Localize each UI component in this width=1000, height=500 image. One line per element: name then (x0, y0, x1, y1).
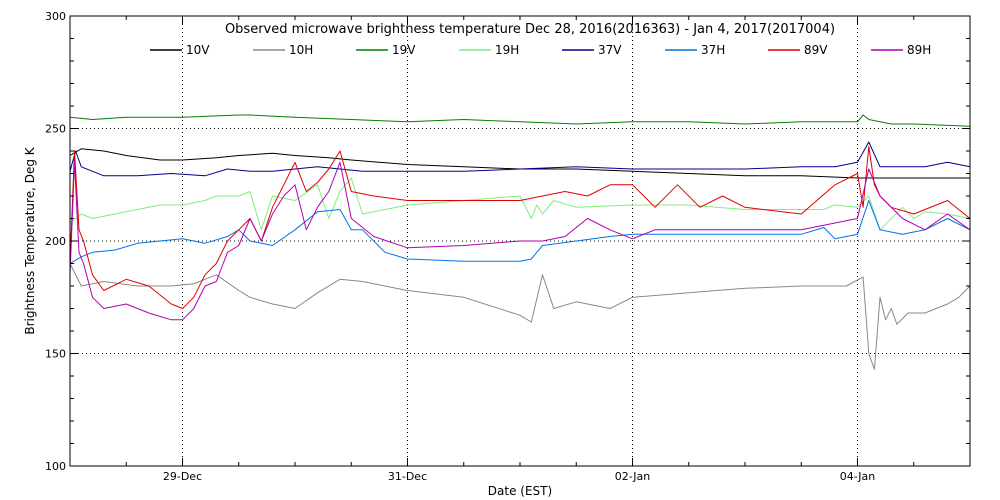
x-axis-title: Date (EST) (488, 484, 552, 498)
series-lines (69, 114, 971, 370)
y-tick-label: 300 (45, 10, 66, 23)
series-line-10h (69, 263, 971, 370)
legend-label-10h: 10H (289, 43, 313, 57)
y-tick-label: 150 (45, 348, 66, 361)
legend-label-37v: 37V (598, 43, 622, 57)
y-tick-label: 200 (45, 235, 66, 248)
legend-label-10v: 10V (186, 43, 210, 57)
legend: 10V 10H 19V 19H 37V 37H 89V 89H (150, 43, 931, 57)
axis-ticks (70, 15, 970, 467)
series-line-37h (69, 200, 971, 264)
legend-label-19h: 19H (495, 43, 519, 57)
grid-lines (70, 16, 970, 466)
series-line-10v (69, 148, 970, 179)
x-tick-label: 04-Jan (840, 470, 876, 483)
series-line-19v (69, 114, 971, 127)
series-line-37v (69, 141, 971, 177)
series-line-89v (69, 146, 971, 309)
x-tick-label: 02-Jan (615, 470, 651, 483)
chart-title: Observed microwave brightness temperatur… (225, 22, 835, 37)
series-line-19h (69, 177, 971, 231)
legend-label-89v: 89V (804, 43, 828, 57)
x-tick-label: 31-Dec (388, 470, 427, 483)
y-tick-label: 250 (45, 123, 66, 136)
legend-label-37h: 37H (701, 43, 725, 57)
series-line-89h (69, 161, 971, 321)
legend-label-89h: 89H (907, 43, 931, 57)
axis-tick-labels: 100 150 200 250 300 29-Dec 31-Dec 02-Jan 04-Jan (45, 10, 875, 483)
x-tick-label: 29-Dec (163, 470, 202, 483)
y-axis-title: Brightness Temperature, Deg K (23, 146, 37, 334)
legend-label-19v: 19V (392, 43, 416, 57)
y-tick-label: 100 (45, 460, 66, 473)
